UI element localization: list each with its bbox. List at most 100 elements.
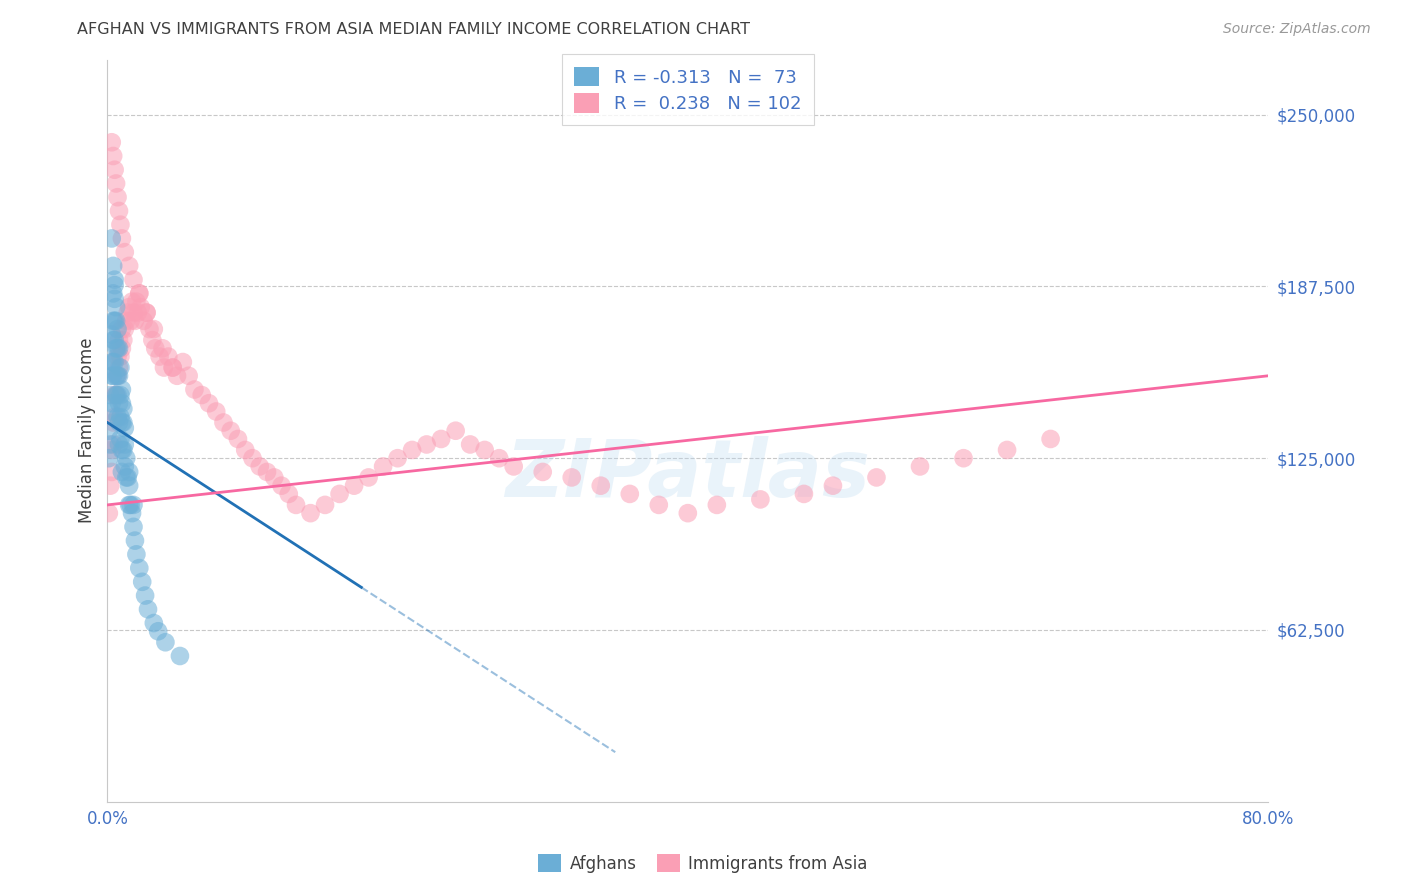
Point: [1039, 432, 1062, 446]
Point: [104, 278, 127, 293]
Point: [124, 314, 146, 328]
Point: [118, 259, 141, 273]
Point: [135, 305, 157, 319]
Point: [97, 451, 120, 466]
Point: [110, 388, 132, 402]
Point: [108, 437, 131, 451]
Point: [104, 272, 127, 286]
Point: [128, 286, 150, 301]
Point: [162, 360, 184, 375]
Point: [108, 416, 131, 430]
Point: [111, 231, 134, 245]
Point: [105, 341, 128, 355]
Point: [105, 368, 128, 383]
Point: [793, 487, 815, 501]
Text: Source: ZipAtlas.com: Source: ZipAtlas.com: [1223, 22, 1371, 37]
Point: [108, 341, 131, 355]
Point: [138, 322, 160, 336]
Point: [100, 368, 122, 383]
Point: [430, 432, 453, 446]
Point: [314, 498, 336, 512]
Point: [103, 259, 125, 273]
Point: [242, 451, 264, 466]
Point: [105, 388, 128, 402]
Point: [117, 305, 139, 319]
Legend: R = -0.313   N =  73, R =  0.238   N = 102: R = -0.313 N = 73, R = 0.238 N = 102: [561, 54, 814, 126]
Point: [100, 355, 122, 369]
Point: [107, 341, 129, 355]
Point: [212, 416, 235, 430]
Point: [285, 498, 308, 512]
Point: [183, 383, 205, 397]
Point: [115, 470, 138, 484]
Point: [112, 333, 135, 347]
Point: [114, 437, 136, 451]
Point: [107, 409, 129, 424]
Point: [104, 388, 127, 402]
Point: [111, 416, 134, 430]
Point: [118, 465, 141, 479]
Point: [105, 314, 128, 328]
Point: [121, 294, 143, 309]
Point: [166, 368, 188, 383]
Point: [177, 368, 200, 383]
Point: [100, 135, 122, 149]
Y-axis label: Median Family Income: Median Family Income: [79, 338, 96, 524]
Point: [908, 459, 931, 474]
Point: [107, 322, 129, 336]
Point: [104, 314, 127, 328]
Point: [128, 286, 150, 301]
Point: [190, 388, 212, 402]
Point: [749, 492, 772, 507]
Point: [98, 478, 121, 492]
Point: [155, 635, 177, 649]
Point: [865, 470, 887, 484]
Point: [458, 437, 481, 451]
Point: [110, 218, 132, 232]
Point: [112, 416, 135, 430]
Point: [122, 520, 145, 534]
Point: [97, 424, 120, 438]
Point: [105, 300, 128, 314]
Point: [128, 561, 150, 575]
Point: [277, 487, 299, 501]
Point: [648, 498, 671, 512]
Point: [249, 459, 271, 474]
Point: [115, 314, 138, 328]
Point: [387, 451, 409, 466]
Point: [952, 451, 974, 466]
Point: [676, 506, 699, 520]
Point: [561, 470, 583, 484]
Point: [153, 360, 176, 375]
Point: [114, 245, 136, 260]
Point: [132, 314, 155, 328]
Point: [107, 368, 129, 383]
Point: [143, 341, 166, 355]
Point: [104, 162, 127, 177]
Point: [329, 487, 352, 501]
Point: [117, 470, 139, 484]
Point: [474, 442, 496, 457]
Point: [107, 350, 129, 364]
Point: [114, 322, 136, 336]
Point: [136, 602, 159, 616]
Point: [103, 286, 125, 301]
Point: [256, 465, 278, 479]
Point: [121, 506, 143, 520]
Point: [415, 437, 437, 451]
Point: [141, 333, 163, 347]
Point: [149, 350, 172, 364]
Point: [114, 421, 136, 435]
Point: [219, 424, 242, 438]
Point: [100, 396, 122, 410]
Point: [226, 432, 249, 446]
Point: [104, 409, 127, 424]
Point: [371, 459, 394, 474]
Point: [111, 341, 134, 355]
Point: [706, 498, 728, 512]
Point: [134, 589, 156, 603]
Point: [444, 424, 467, 438]
Point: [122, 498, 145, 512]
Point: [401, 442, 423, 457]
Point: [98, 388, 121, 402]
